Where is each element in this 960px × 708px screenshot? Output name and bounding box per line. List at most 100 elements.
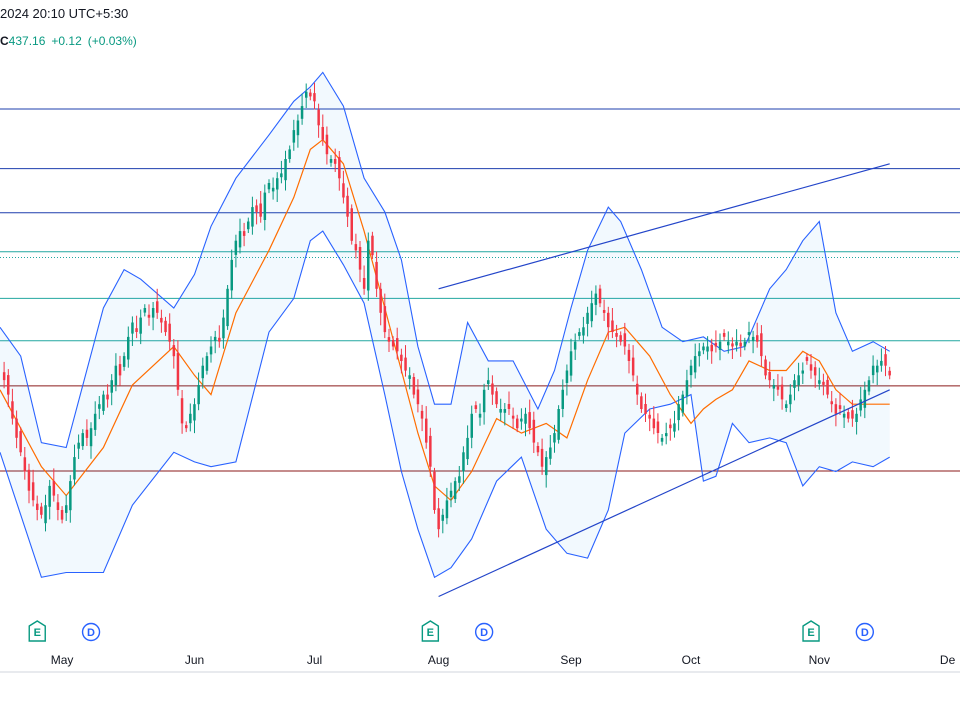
candle-body bbox=[396, 338, 399, 352]
candle-body bbox=[127, 336, 130, 360]
candle-body bbox=[325, 134, 329, 155]
candle-body bbox=[44, 505, 47, 524]
candle-body bbox=[288, 149, 291, 159]
earnings-icon bbox=[421, 620, 440, 642]
candle-body bbox=[408, 375, 411, 379]
candle-body bbox=[36, 503, 39, 510]
candle-body bbox=[553, 433, 556, 443]
candle-body bbox=[524, 413, 527, 424]
candle-body bbox=[267, 183, 271, 190]
candle-body bbox=[292, 130, 296, 143]
candle-body bbox=[284, 159, 287, 181]
candle-body bbox=[582, 327, 585, 336]
trendlines bbox=[438, 163, 890, 598]
change-percent: (+0.03%) bbox=[87, 34, 137, 48]
event-label: D bbox=[480, 627, 488, 639]
candle-body bbox=[706, 346, 709, 352]
candle-body bbox=[445, 500, 449, 519]
candle-body bbox=[528, 412, 531, 429]
candle-body bbox=[391, 340, 395, 347]
candle-body bbox=[48, 485, 51, 507]
candle-body bbox=[462, 452, 465, 472]
ohlc-readout: C437.16 +0.12 (+0.03%) bbox=[0, 34, 137, 48]
candle-body bbox=[193, 404, 196, 421]
earnings-icon bbox=[802, 620, 820, 642]
candle-body bbox=[7, 375, 10, 395]
candle-body bbox=[255, 205, 258, 212]
candle-body bbox=[19, 431, 22, 453]
candle-body bbox=[590, 303, 593, 322]
event-label: E bbox=[34, 627, 41, 639]
candle-body bbox=[569, 351, 573, 376]
candle-body bbox=[768, 372, 771, 381]
candle-body bbox=[425, 418, 428, 443]
candle-body bbox=[242, 231, 246, 236]
candle-body bbox=[627, 349, 631, 361]
dividend-marker-1[interactable]: D bbox=[81, 622, 101, 642]
candle-body bbox=[573, 341, 577, 350]
candle-body bbox=[838, 405, 842, 409]
candle-body bbox=[329, 159, 333, 163]
candle-body bbox=[801, 370, 804, 374]
candle-body bbox=[756, 335, 759, 342]
event-label: D bbox=[87, 627, 95, 639]
dividend-marker-5[interactable]: D bbox=[855, 622, 875, 642]
candle-body bbox=[545, 457, 548, 476]
candle-body bbox=[466, 437, 469, 460]
candle-body bbox=[338, 157, 341, 179]
candle-body bbox=[309, 92, 312, 97]
candle-body bbox=[300, 106, 304, 119]
candle-body bbox=[429, 435, 432, 467]
candle-body bbox=[31, 482, 35, 501]
candle-body bbox=[487, 380, 490, 384]
candle-body bbox=[238, 231, 242, 248]
candle-body bbox=[520, 418, 523, 422]
trendline-1 bbox=[438, 389, 890, 598]
candle-body bbox=[760, 333, 763, 357]
candle-body bbox=[557, 409, 560, 440]
candle-body bbox=[776, 386, 780, 390]
candle-body bbox=[681, 394, 684, 413]
candle-body bbox=[809, 364, 813, 371]
event-label: E bbox=[807, 627, 814, 639]
candle-body bbox=[743, 341, 747, 347]
candle-body bbox=[317, 109, 320, 126]
candle-body bbox=[172, 345, 176, 357]
dividend-marker-3[interactable]: D bbox=[474, 622, 494, 642]
candle-body bbox=[611, 320, 614, 332]
candle-body bbox=[313, 93, 316, 102]
earnings-marker-0[interactable]: E bbox=[28, 620, 46, 642]
candle-body bbox=[296, 120, 300, 136]
dividend-icon bbox=[81, 622, 101, 642]
candle-body bbox=[772, 385, 776, 389]
candle-body bbox=[747, 332, 751, 335]
candle-body bbox=[271, 187, 275, 192]
dividend-icon bbox=[474, 622, 494, 642]
candle-body bbox=[615, 333, 618, 337]
candle-body bbox=[669, 424, 672, 429]
candle-body bbox=[122, 356, 126, 367]
candle-body bbox=[164, 320, 167, 333]
candle-body bbox=[598, 288, 602, 304]
candle-body bbox=[863, 389, 867, 408]
candle-body bbox=[85, 429, 89, 438]
candle-body bbox=[540, 448, 544, 467]
candle-body bbox=[135, 328, 138, 332]
candle-body bbox=[644, 404, 647, 414]
candle-body bbox=[156, 301, 159, 313]
time-axis-label: Aug bbox=[428, 653, 449, 667]
earnings-marker-2[interactable]: E bbox=[421, 620, 440, 642]
candle-body bbox=[532, 419, 536, 443]
candle-body bbox=[52, 480, 56, 496]
candle-body bbox=[491, 383, 494, 395]
candle-body bbox=[727, 341, 730, 346]
candle-body bbox=[213, 336, 217, 341]
candle-body bbox=[56, 502, 60, 510]
candle-body bbox=[93, 413, 97, 430]
earnings-marker-4[interactable]: E bbox=[802, 620, 820, 642]
candle-body bbox=[793, 380, 796, 388]
candle-body bbox=[735, 341, 738, 346]
close-prefix: C bbox=[0, 34, 9, 48]
candle-body bbox=[234, 240, 238, 255]
